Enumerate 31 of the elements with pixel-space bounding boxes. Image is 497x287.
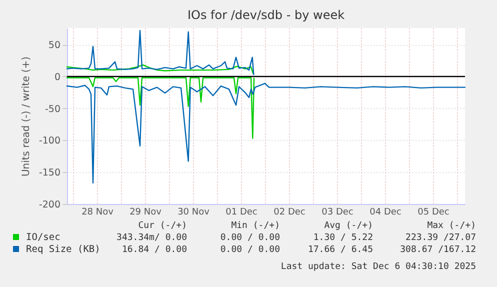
x-tick-label: 03 Dec bbox=[322, 208, 354, 218]
text: 17.66 / 6.45 bbox=[308, 245, 373, 255]
x-tick-label: 05 Dec bbox=[418, 208, 450, 218]
x-tick-label: 29 Nov bbox=[130, 208, 162, 218]
legend-label: IO/sec bbox=[26, 232, 60, 243]
legend-label: Req Size (KB) bbox=[26, 244, 100, 255]
x-tick-label: 02 Dec bbox=[274, 208, 306, 218]
text: Max (-/+) bbox=[427, 221, 476, 231]
text: 1.30 / 5.22 bbox=[313, 233, 373, 243]
y-tick-label: -100 bbox=[38, 136, 60, 147]
text: Last update: Sat Dec 6 04:30:10 2025 bbox=[280, 262, 476, 272]
text: 308.67 /167.12 bbox=[400, 245, 476, 255]
text: Avg (-/+) bbox=[324, 221, 373, 231]
text: 343.34m/ 0.00 bbox=[116, 233, 187, 243]
y-tick-label: 50 bbox=[48, 40, 60, 52]
y-tick-label: -200 bbox=[38, 200, 60, 210]
text: 223.39 /27.07 bbox=[406, 233, 476, 243]
chart-title: IOs for /dev/sdb - by week bbox=[187, 8, 345, 22]
y-axis-title: Units read (-) / write (+) bbox=[20, 56, 32, 177]
text: 0.00 / 0.00 bbox=[220, 245, 280, 255]
text: 0.00 / 0.00 bbox=[220, 233, 280, 243]
text: Min (-/+) bbox=[231, 221, 280, 231]
text: Cur (-/+) bbox=[138, 221, 187, 231]
y-tick-label: 0 bbox=[54, 72, 60, 83]
y-tick-label: -150 bbox=[38, 168, 60, 179]
x-tick-label: 01 Dec bbox=[226, 208, 258, 218]
x-tick-label: 28 Nov bbox=[82, 208, 114, 218]
x-tick-label: 04 Dec bbox=[370, 208, 402, 218]
y-tick-label: -50 bbox=[44, 104, 60, 115]
text: 16.84 / 0.00 bbox=[122, 245, 187, 255]
x-tick-label: 30 Nov bbox=[178, 208, 210, 218]
